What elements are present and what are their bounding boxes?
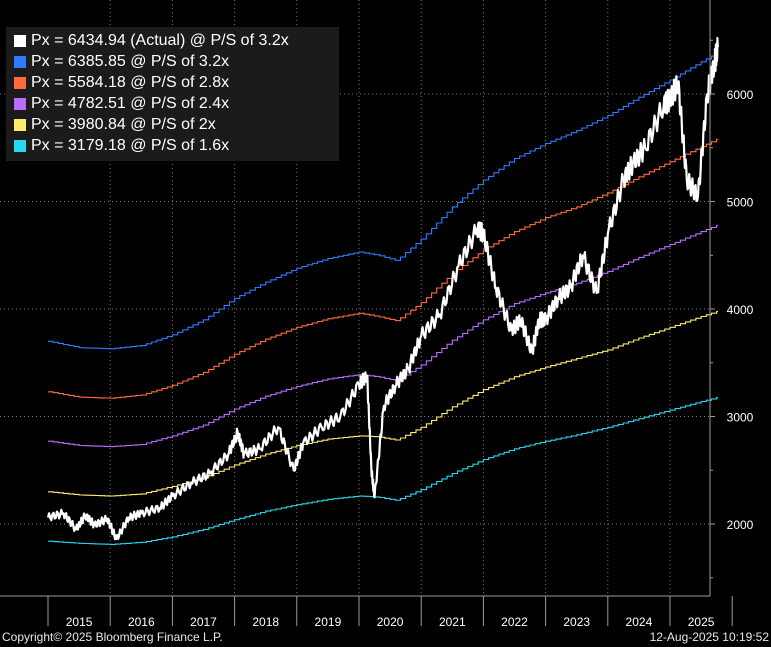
series-ps-band-5 xyxy=(48,397,718,545)
x-tick-label: 2023 xyxy=(563,615,590,629)
legend-item: Px = 6385.85 @ P/S of 3.2x xyxy=(14,52,229,72)
legend-label: Px = 5584.18 @ P/S of 2.8x xyxy=(31,74,230,91)
copyright-text: Copyright© 2025 Bloomberg Finance L.P. xyxy=(2,630,223,644)
x-tick-label: 2020 xyxy=(377,615,404,629)
legend-swatch xyxy=(14,119,26,131)
legend-swatch xyxy=(14,77,26,89)
x-tick-label: 2025 xyxy=(688,615,715,629)
legend-swatch xyxy=(14,98,26,110)
x-tick-label: 2016 xyxy=(128,615,155,629)
legend-swatch xyxy=(14,56,26,68)
series-ps-band-1 xyxy=(48,52,718,350)
legend-item: Px = 6434.94 (Actual) @ P/S of 3.2x xyxy=(14,31,289,51)
legend-swatch xyxy=(14,140,26,152)
y-tick-label: 2000 xyxy=(727,518,754,532)
y-tick-label: 4000 xyxy=(727,303,754,317)
series-ps-band-3 xyxy=(48,224,718,448)
y-tick-label: 3000 xyxy=(727,411,754,425)
legend-label: Px = 6385.85 @ P/S of 3.2x xyxy=(31,53,230,70)
legend-label: Px = 3980.84 @ P/S of 2x xyxy=(31,116,216,133)
series-ps-band-4 xyxy=(48,310,718,497)
x-tick-label: 2019 xyxy=(315,615,342,629)
legend-item: Px = 5584.18 @ P/S of 2.8x xyxy=(14,73,229,93)
y-tick-label: 6000 xyxy=(727,88,754,102)
series-ps-band-2 xyxy=(48,138,718,399)
legend-label: Px = 6434.94 (Actual) @ P/S of 3.2x xyxy=(31,32,289,49)
series-lines xyxy=(46,36,719,545)
legend-item: Px = 4782.51 @ P/S of 2.4x xyxy=(14,94,229,114)
x-tick-label: 2015 xyxy=(66,615,93,629)
legend-item: Px = 3980.84 @ P/S of 2x xyxy=(14,115,216,135)
legend-item: Px = 3179.18 @ P/S of 1.6x xyxy=(14,136,229,156)
y-axis: 2000 3000 4000 5000 6000 xyxy=(709,0,754,596)
y-tick-label: 5000 xyxy=(727,196,754,210)
legend-label: Px = 3179.18 @ P/S of 1.6x xyxy=(31,137,230,154)
timestamp-text: 12-Aug-2025 10:19:52 xyxy=(649,630,769,644)
x-tick-label: 2024 xyxy=(626,615,653,629)
x-tick-label: 2017 xyxy=(190,615,217,629)
x-tick-label: 2018 xyxy=(252,615,279,629)
x-axis: 2015 2016 2017 2018 2019 2020 2021 2022 2023 2024… xyxy=(0,595,733,629)
legend-swatch xyxy=(14,35,26,47)
legend-label: Px = 4782.51 @ P/S of 2.4x xyxy=(31,95,230,112)
legend: Px = 6434.94 (Actual) @ P/S of 3.2x Px = … xyxy=(6,27,339,161)
series-actual-price xyxy=(46,36,719,541)
x-tick-label: 2021 xyxy=(439,615,466,629)
x-tick-label: 2022 xyxy=(501,615,528,629)
